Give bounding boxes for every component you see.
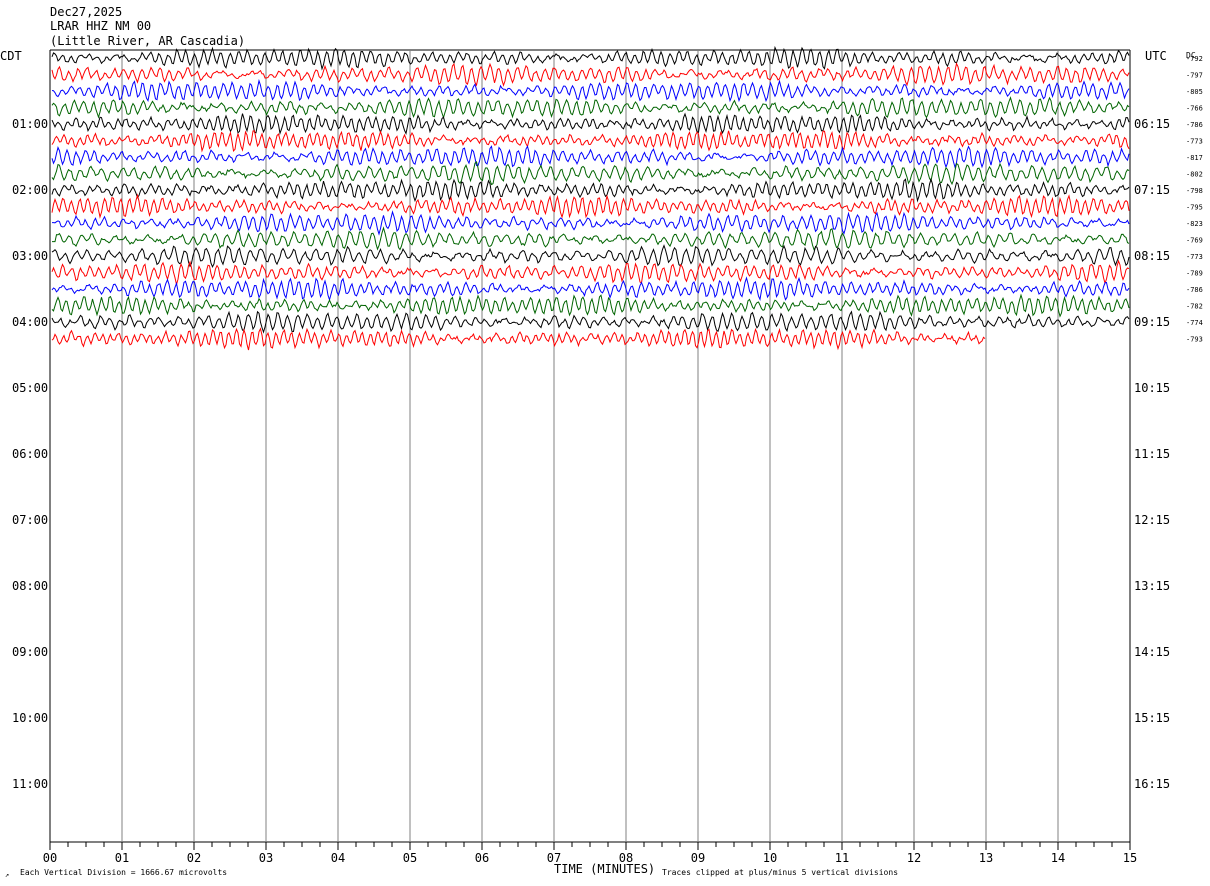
cdt-hour-label: 03:00: [12, 249, 48, 263]
dc-offset-label: -786: [1186, 121, 1203, 129]
trace-line: [51, 62, 1130, 87]
utc-hour-label: 12:15: [1134, 513, 1170, 527]
trace-line: [52, 226, 1130, 251]
dc-offset-label: -789: [1186, 270, 1203, 278]
utc-hour-labels: 06:15 07:15 08:15 09:15 10:15 11:15 12:15 13:15…: [1134, 117, 1170, 791]
utc-hour-label: 10:15: [1134, 381, 1170, 395]
trace-line: [51, 112, 1130, 136]
clip-note: Traces clipped at plus/minus 5 vertical …: [662, 868, 898, 877]
x-tick-label: 09: [691, 851, 705, 865]
dc-offset-label: -823: [1186, 220, 1203, 228]
x-tick-label: 10: [763, 851, 777, 865]
dc-offset-label: -774: [1186, 319, 1203, 327]
x-tick-label: 12: [907, 851, 921, 865]
cdt-hour-label: 08:00: [12, 579, 48, 593]
utc-hour-label: 07:15: [1134, 183, 1170, 197]
x-tick-label: 08: [619, 851, 633, 865]
x-tick-label: 00: [43, 851, 57, 865]
x-tick-label: 03: [259, 851, 273, 865]
cdt-hour-label: 09:00: [12, 645, 48, 659]
trace-line: [51, 177, 1130, 203]
cdt-hour-label: 05:00: [12, 381, 48, 395]
cdt-hour-label: 10:00: [12, 711, 48, 725]
trace-line: [51, 96, 1130, 120]
x-tick-label: 01: [115, 851, 129, 865]
corner-mark-icon: ↗: [5, 871, 9, 879]
x-tick-label: 02: [187, 851, 201, 865]
dc-offset-label: -773: [1186, 138, 1203, 146]
trace-line: [51, 293, 1130, 318]
x-tick-label: 14: [1051, 851, 1065, 865]
plot-location: (Little River, AR Cascadia): [50, 34, 245, 48]
dc-offset-label: -773: [1186, 253, 1203, 261]
dc-offset-label: -793: [1186, 336, 1203, 344]
cdt-hour-label: 11:00: [12, 777, 48, 791]
plot-station: LRAR HHZ NM 00: [50, 19, 151, 33]
dc-offset-label: -797: [1186, 72, 1203, 80]
cdt-hour-label: 07:00: [12, 513, 48, 527]
minute-gridlines: [121, 50, 1059, 842]
trace-line: [51, 276, 1130, 302]
dc-offset-label: -769: [1186, 237, 1203, 245]
dc-offset-label: -766: [1186, 105, 1203, 113]
dc-offset-label: -795: [1186, 204, 1203, 212]
trace-line: [51, 259, 1130, 285]
dc-offset-label: -805: [1186, 88, 1203, 96]
dc-offset-label: -802: [1186, 171, 1203, 179]
dc-offset-label: -792: [1186, 55, 1203, 63]
left-timezone-label: CDT: [0, 49, 22, 63]
trace-line: [51, 327, 986, 351]
trace-line: [51, 161, 1130, 186]
trace-line: [51, 130, 1130, 153]
x-tick-label: 06: [475, 851, 489, 865]
trace-line: [51, 45, 1130, 71]
trace-line: [52, 210, 1130, 236]
cdt-hour-label: 02:00: [12, 183, 48, 197]
x-axis-ticks: 00 01 02 03 04 05 06 07 08 09 10 11 12 13 14 15: [43, 842, 1137, 865]
utc-hour-label: 13:15: [1134, 579, 1170, 593]
x-tick-label: 07: [547, 851, 561, 865]
utc-hour-label: 14:15: [1134, 645, 1170, 659]
utc-hour-label: 06:15: [1134, 117, 1170, 131]
dc-offset-label: -817: [1186, 154, 1203, 162]
dc-offset-labels: -792 -797 -805 -766 -786 -773 -817 -802 -798 -795…: [1186, 55, 1203, 344]
dc-offset-label: -798: [1186, 187, 1203, 195]
x-tick-label: 11: [835, 851, 849, 865]
trace-line: [51, 145, 1130, 169]
trace-line: [51, 78, 1130, 103]
dc-offset-label: -786: [1186, 286, 1203, 294]
utc-hour-label: 15:15: [1134, 711, 1170, 725]
utc-hour-label: 08:15: [1134, 249, 1170, 263]
seismic-traces: [51, 45, 1130, 351]
x-tick-label: 04: [331, 851, 345, 865]
vertical-division-note: Each Vertical Division = 1666.67 microvo…: [20, 868, 227, 877]
cdt-hour-labels: 01:00 02:00 03:00 04:00 05:00 06:00 07:00 08:00…: [12, 117, 48, 791]
x-tick-label: 15: [1123, 851, 1137, 865]
cdt-hour-label: 06:00: [12, 447, 48, 461]
x-tick-label: 05: [403, 851, 417, 865]
x-axis-label: TIME (MINUTES): [554, 862, 655, 876]
x-tick-label: 13: [979, 851, 993, 865]
utc-hour-label: 09:15: [1134, 315, 1170, 329]
trace-line: [51, 244, 1130, 269]
plot-date: Dec27,2025: [50, 5, 122, 19]
dc-offset-label: -782: [1186, 303, 1203, 311]
cdt-hour-label: 04:00: [12, 315, 48, 329]
trace-line: [51, 310, 1130, 334]
utc-hour-label: 11:15: [1134, 447, 1170, 461]
right-timezone-label: UTC: [1145, 49, 1167, 63]
utc-hour-label: 16:15: [1134, 777, 1170, 791]
cdt-hour-label: 01:00: [12, 117, 48, 131]
trace-line: [51, 193, 1130, 219]
dc-label: DC: [1186, 51, 1196, 60]
